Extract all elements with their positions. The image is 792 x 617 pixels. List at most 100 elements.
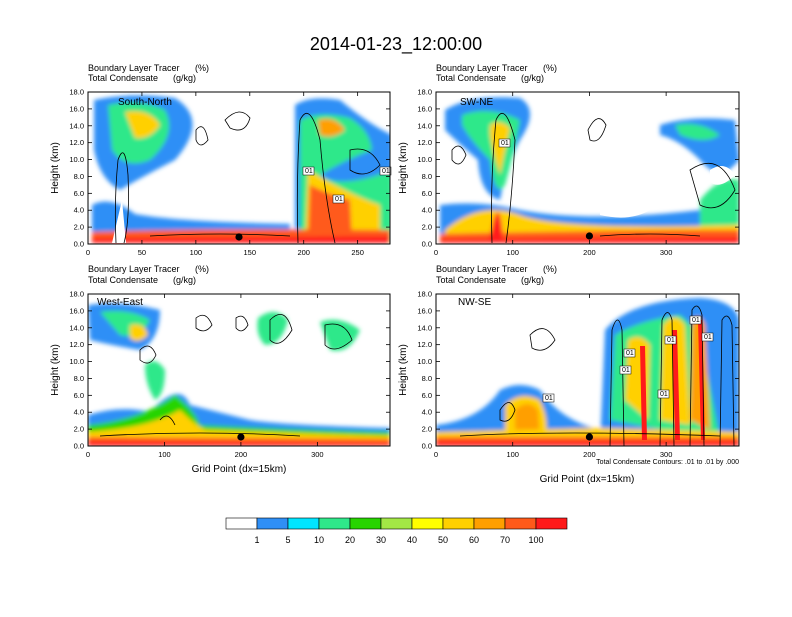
y-ticks: 0.0 2.0 4.0 6.0 8.0 10.0 12.0 14.0 16.0 18.0 — [69, 290, 390, 451]
panel-title-tracer: Boundary Layer Tracer — [88, 63, 180, 73]
svg-text:01: 01 — [545, 395, 553, 402]
svg-text:01: 01 — [382, 168, 390, 175]
plot-frame — [87, 293, 391, 447]
contour-footnote: Total Condensate Contours: .01 to .01 by… — [596, 459, 739, 466]
colorbar-swatch — [473, 517, 506, 530]
y-tick-label: 0.0 — [74, 240, 84, 249]
svg-text:01: 01 — [305, 168, 313, 175]
condensate-contours — [451, 113, 736, 244]
plot-frame — [435, 293, 740, 447]
y-axis-label: Height (km) — [398, 142, 409, 194]
y-tick-label: 4.0 — [422, 206, 432, 215]
y-tick-label: 18.0 — [69, 88, 84, 97]
x-tick-label: 100 — [158, 450, 171, 459]
panel-title-condensate: Total Condensate — [436, 73, 506, 83]
y-tick-label: 10.0 — [69, 357, 84, 366]
x-axis-label: Grid Point (dx=15km) — [540, 474, 635, 485]
condensate-contours — [459, 305, 735, 446]
colorbar-label: 10 — [314, 535, 324, 545]
panel-label: SW-NE — [460, 97, 493, 108]
panel-south-north: Boundary Layer Tracer (%) Total Condensa… — [50, 63, 392, 257]
x-tick-label: 300 — [311, 450, 324, 459]
y-tick-label: 18.0 — [417, 88, 432, 97]
plot-frame — [87, 91, 391, 245]
y-tick-label: 6.0 — [74, 391, 84, 400]
x-tick-label: 200 — [583, 248, 596, 257]
y-tick-label: 6.0 — [422, 189, 432, 198]
y-tick-label: 2.0 — [422, 425, 432, 434]
y-tick-label: 0.0 — [422, 240, 432, 249]
y-tick-label: 4.0 — [422, 408, 432, 417]
x-tick-label: 200 — [235, 450, 248, 459]
x-ticks: 0 50 100 150 200 250 — [86, 92, 364, 257]
colorbar-swatch — [411, 517, 444, 530]
plot-frame — [435, 91, 740, 245]
x-tick-label: 300 — [660, 450, 673, 459]
cross-section-marker — [585, 232, 594, 240]
colorbar-swatch — [287, 517, 320, 530]
y-tick-label: 4.0 — [74, 408, 84, 417]
y-tick-label: 10.0 — [417, 155, 432, 164]
y-axis-label: Height (km) — [50, 142, 61, 194]
contour-label: 01 01 01 — [302, 166, 392, 204]
colorbar-label: 100 — [528, 535, 543, 545]
colorbar-label: 5 — [285, 535, 290, 545]
x-ticks: 0 100 200 300 — [86, 294, 324, 459]
cross-section-marker — [237, 433, 245, 441]
panel-west-east: Boundary Layer Tracer (%) Total Condensa… — [50, 264, 391, 475]
y-tick-label: 12.0 — [417, 340, 432, 349]
y-tick-label: 8.0 — [74, 172, 84, 181]
condensate-contours — [99, 313, 353, 437]
svg-text:01: 01 — [692, 317, 700, 324]
y-axis-label: Height (km) — [50, 344, 61, 396]
y-tick-label: 10.0 — [69, 155, 84, 164]
colorbar-label: 30 — [376, 535, 386, 545]
colorbar-swatch — [442, 517, 475, 530]
y-tick-label: 10.0 — [417, 357, 432, 366]
colorbar-swatch — [256, 517, 289, 530]
panel-title-tracer: Boundary Layer Tracer — [436, 63, 528, 73]
colorbar-label: 40 — [407, 535, 417, 545]
cross-section-marker — [585, 433, 594, 441]
panel-title-condensate-unit: (g/kg) — [521, 275, 544, 285]
colorbar-swatch — [318, 517, 351, 530]
panel-title-tracer: Boundary Layer Tracer — [88, 264, 180, 274]
panel-sw-ne: Boundary Layer Tracer (%) Total Condensa… — [398, 63, 740, 257]
y-tick-label: 12.0 — [69, 138, 84, 147]
y-tick-label: 16.0 — [417, 104, 432, 113]
heatmap-field — [92, 95, 390, 243]
x-tick-label: 200 — [583, 450, 596, 459]
y-tick-label: 6.0 — [74, 189, 84, 198]
y-tick-label: 12.0 — [417, 138, 432, 147]
y-tick-label: 12.0 — [69, 340, 84, 349]
contour-label: 01 — [498, 138, 511, 148]
panel-label: South-North — [118, 97, 172, 108]
x-tick-label: 100 — [506, 248, 519, 257]
y-tick-label: 8.0 — [422, 374, 432, 383]
svg-text:01: 01 — [622, 367, 630, 374]
y-tick-label: 14.0 — [417, 121, 432, 130]
svg-text:01: 01 — [667, 337, 675, 344]
colorbar-swatch — [535, 517, 568, 530]
y-tick-label: 6.0 — [422, 391, 432, 400]
y-ticks: 0.0 2.0 4.0 6.0 8.0 10.0 12.0 14.0 16.0 18.0 — [417, 88, 739, 249]
y-tick-label: 0.0 — [74, 442, 84, 451]
panel-title-condensate-unit: (g/kg) — [521, 73, 544, 83]
y-tick-label: 2.0 — [74, 425, 84, 434]
colorbar-label: 20 — [345, 535, 355, 545]
y-tick-label: 2.0 — [74, 223, 84, 232]
x-tick-label: 250 — [351, 248, 364, 257]
y-axis-label: Height (km) — [398, 344, 409, 396]
x-tick-label: 50 — [138, 248, 146, 257]
figure-title: 2014-01-23_12:00:00 — [310, 34, 482, 55]
x-tick-label: 300 — [660, 248, 673, 257]
y-tick-label: 18.0 — [417, 290, 432, 299]
colorbar-swatch — [349, 517, 382, 530]
panel-title-tracer-unit: (%) — [543, 264, 557, 274]
panel-title-tracer: Boundary Layer Tracer — [436, 264, 528, 274]
colorbar-label: 50 — [438, 535, 448, 545]
colorbar-label: 1 — [254, 535, 259, 545]
panel-title-tracer-unit: (%) — [195, 264, 209, 274]
y-tick-label: 16.0 — [69, 306, 84, 315]
colorbar-swatch — [225, 517, 258, 530]
